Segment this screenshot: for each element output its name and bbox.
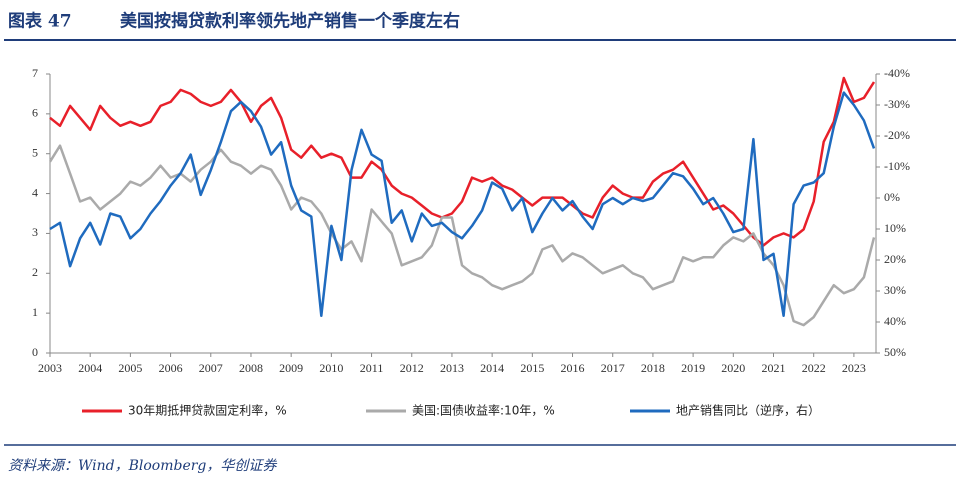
x-tick-label: 2006 — [159, 361, 183, 375]
y2-tick-label: -20% — [884, 128, 910, 142]
y2-tick-label: -10% — [884, 159, 910, 173]
x-tick-label: 2010 — [319, 361, 343, 375]
x-tick-label: 2016 — [561, 361, 585, 375]
x-tick-label: 2003 — [38, 361, 62, 375]
x-tick-label: 2020 — [721, 361, 745, 375]
series-line — [49, 76, 876, 247]
y-tick-label: 2 — [32, 265, 38, 279]
x-tick-label: 2013 — [440, 361, 464, 375]
x-tick-label: 2017 — [601, 361, 625, 375]
x-tick-label: 2004 — [78, 361, 102, 375]
y2-tick-label: 20% — [884, 252, 906, 266]
x-tick-label: 2012 — [400, 361, 424, 375]
y2-tick-label: 0% — [884, 190, 900, 204]
y-tick-label: 1 — [32, 305, 38, 319]
y2-tick-label: 30% — [884, 283, 906, 297]
x-tick-label: 2005 — [118, 361, 142, 375]
series-line — [49, 91, 876, 318]
source: 资料来源：Wind，Bloomberg，华创证券 — [8, 458, 277, 474]
y-tick-label: 5 — [32, 145, 38, 159]
y-tick-label: 6 — [32, 106, 38, 120]
chart-title: 美国按揭贷款利率领先地产销售一个季度左右 — [120, 11, 460, 32]
y2-tick-label: -30% — [884, 97, 910, 111]
legend-label: 地产销售同比（逆序，右） — [676, 403, 820, 418]
x-tick-label: 2015 — [520, 361, 544, 375]
y-tick-label: 3 — [32, 225, 38, 239]
legend-label: 30年期抵押贷款固定利率，% — [128, 403, 287, 418]
x-tick-label: 2022 — [802, 361, 826, 375]
legend-label: 美国:国债收益率:10年，% — [412, 403, 555, 418]
series-line — [48, 144, 876, 327]
x-tick-label: 2021 — [762, 361, 786, 375]
x-tick-label: 2023 — [842, 361, 866, 375]
x-tick-label: 2014 — [480, 361, 504, 375]
x-tick-label: 2019 — [681, 361, 705, 375]
x-tick-label: 2009 — [279, 361, 303, 375]
x-tick-label: 2018 — [641, 361, 665, 375]
y-tick-label: 0 — [32, 345, 38, 359]
y-tick-label: 4 — [32, 185, 38, 199]
y2-tick-label: 10% — [884, 221, 906, 235]
y2-tick-label: 40% — [884, 314, 906, 328]
x-tick-label: 2011 — [360, 361, 384, 375]
y-tick-label: 7 — [32, 66, 38, 80]
y2-tick-label: -40% — [884, 66, 910, 80]
figure-label: 图表 47 — [8, 11, 72, 32]
x-tick-label: 2008 — [239, 361, 263, 375]
x-tick-label: 2007 — [199, 361, 223, 375]
y2-tick-label: 50% — [884, 345, 906, 359]
